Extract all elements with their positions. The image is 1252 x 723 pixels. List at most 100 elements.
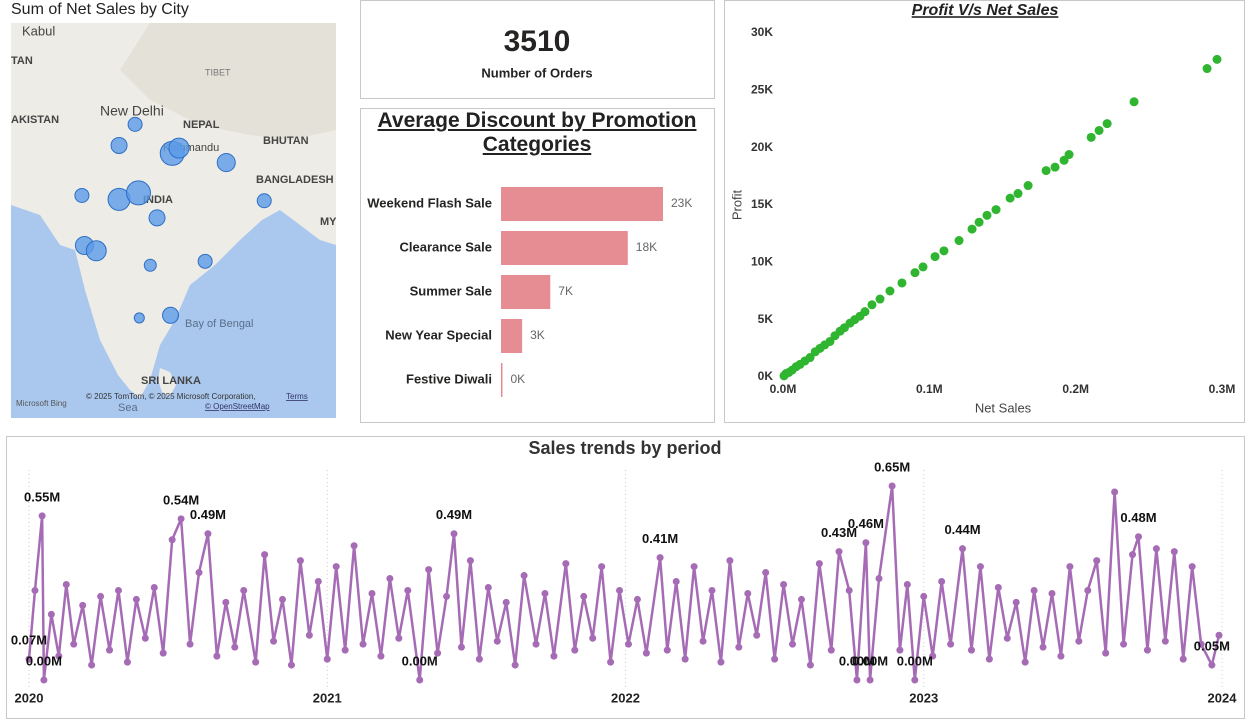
point [261,551,269,559]
bubble [197,253,213,269]
point [815,560,823,568]
point [598,563,606,571]
point [1005,193,1015,203]
map-label: Sea [118,402,138,414]
point [862,539,870,547]
point [853,676,861,684]
point [1188,563,1196,571]
point [532,640,540,648]
point [270,637,278,645]
point [1012,598,1020,606]
map-label: NEPAL [183,119,220,131]
bar [501,275,551,309]
data-label: 0.49M [190,507,226,522]
point [681,655,689,663]
map-plateau [120,23,336,140]
map-attribution[interactable]: © OpenStreetMap [205,402,270,411]
point [1212,54,1222,64]
scatter-title: Profit V/s Net Sales [912,2,1059,19]
point [1050,162,1060,172]
x-tick-label: 2024 [1208,690,1238,705]
point [810,347,820,357]
x-tick-label: 2021 [313,690,342,705]
map-label: TAN [11,55,33,67]
bar [501,363,503,397]
point [920,592,928,600]
point [797,595,805,603]
point [918,262,928,272]
point [1102,649,1110,657]
point [79,601,87,609]
point [1143,646,1151,654]
point [967,646,975,654]
x-tick-label: 2022 [611,690,640,705]
point [177,515,185,523]
y-tick-label: 25K [751,83,773,97]
point [252,658,260,666]
point [386,575,394,583]
point [717,658,725,666]
category-label: Summer Sale [410,283,492,298]
data-label: 0.54M [163,492,199,507]
data-label: 0.00M [852,653,888,668]
x-tick-label: 0.2M [1062,382,1089,396]
x-tick-label: 0.3M [1209,382,1236,396]
point [959,545,967,553]
point [541,589,549,597]
point [762,569,770,577]
map-sea [11,205,140,418]
data-label: 0.65M [874,459,910,474]
point [1094,125,1104,135]
map-terms[interactable]: Terms [286,392,308,401]
bubble [125,180,151,206]
point [663,646,671,654]
bubble [162,306,180,324]
point [62,580,70,588]
point [1023,181,1033,191]
point [1161,637,1169,645]
category-label: Festive Diwali [406,371,492,386]
kpi-value: 3510 [504,25,571,58]
point [1041,166,1051,176]
point [1179,655,1187,663]
point [571,646,579,654]
point [314,578,322,586]
point [994,583,1002,591]
data-label: 0.41M [642,531,678,546]
point [875,575,883,583]
point [38,512,46,520]
map-label: MY [320,216,337,228]
point [835,548,843,556]
point [982,210,992,220]
y-tick-label: 10K [751,255,773,269]
point [1066,563,1074,571]
point [332,563,340,571]
point [976,563,984,571]
point [845,586,853,594]
y-tick-label: 5K [758,312,774,326]
bubble [85,240,107,262]
point [106,646,114,654]
card-panel [360,0,715,99]
bubble-layer [74,116,272,324]
data-label: 0.00M [839,653,875,668]
bar [501,319,523,353]
point [88,661,96,669]
point [779,371,789,381]
map-label: New Delhi [100,103,164,119]
point [186,640,194,648]
point [580,592,588,600]
point [47,610,55,618]
point [425,566,433,574]
point [806,661,814,669]
map-label: Bay of Bengal [185,318,254,330]
point [624,640,632,648]
point [1084,586,1092,594]
data-label: 0.43M [821,525,857,540]
point [616,586,624,594]
point [726,557,734,565]
point [323,655,331,663]
point [867,300,877,310]
point [114,586,122,594]
